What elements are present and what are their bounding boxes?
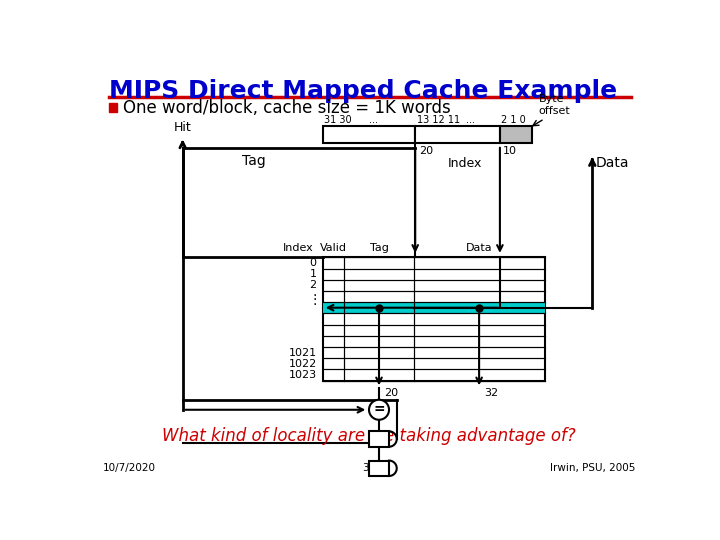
Text: 1: 1 [310,269,317,279]
Text: 13 12 11: 13 12 11 [417,115,460,125]
Bar [323,257,544,381]
Text: .: . [312,294,317,308]
Text: Data: Data [466,242,492,253]
Text: Tag: Tag [242,154,266,168]
Bar [109,103,117,112]
Text: Index: Index [283,242,313,253]
Text: ...: ... [369,115,378,125]
Text: ...: ... [466,115,474,125]
Text: 10: 10 [503,146,517,157]
Text: 32: 32 [484,388,498,398]
Bar [323,126,415,143]
Text: 0: 0 [310,258,317,268]
Text: Byte
offset: Byte offset [539,94,570,116]
Text: 1022: 1022 [289,359,317,369]
Text: 31 30: 31 30 [324,115,352,125]
Circle shape [369,400,389,420]
Text: .: . [312,285,317,299]
Bar [369,431,389,447]
Text: 38: 38 [362,463,376,473]
Text: 10/7/2020: 10/7/2020 [102,463,156,473]
Text: Irwin, PSU, 2005: Irwin, PSU, 2005 [550,463,636,473]
Text: 2 1 0: 2 1 0 [501,115,526,125]
Text: Tag: Tag [369,242,389,253]
Bar [323,302,544,313]
Text: What kind of locality are we taking advantage of?: What kind of locality are we taking adva… [162,427,576,445]
Text: =: = [373,402,384,416]
Bar [415,126,500,143]
Bar [369,461,389,476]
Text: MIPS Direct Mapped Cache Example: MIPS Direct Mapped Cache Example [109,79,617,103]
Text: Hit: Hit [174,121,192,134]
Text: 1021: 1021 [289,348,317,357]
Text: 2: 2 [310,280,317,291]
Text: 20: 20 [384,388,397,398]
Text: 1023: 1023 [289,370,317,380]
Text: Data: Data [595,157,629,170]
Text: Valid: Valid [320,242,347,253]
Text: 20: 20 [419,146,433,157]
Text: One word/block, cache size = 1K words: One word/block, cache size = 1K words [122,99,450,117]
Bar [500,126,532,143]
Text: .: . [312,289,317,303]
Text: Index: Index [448,157,482,170]
